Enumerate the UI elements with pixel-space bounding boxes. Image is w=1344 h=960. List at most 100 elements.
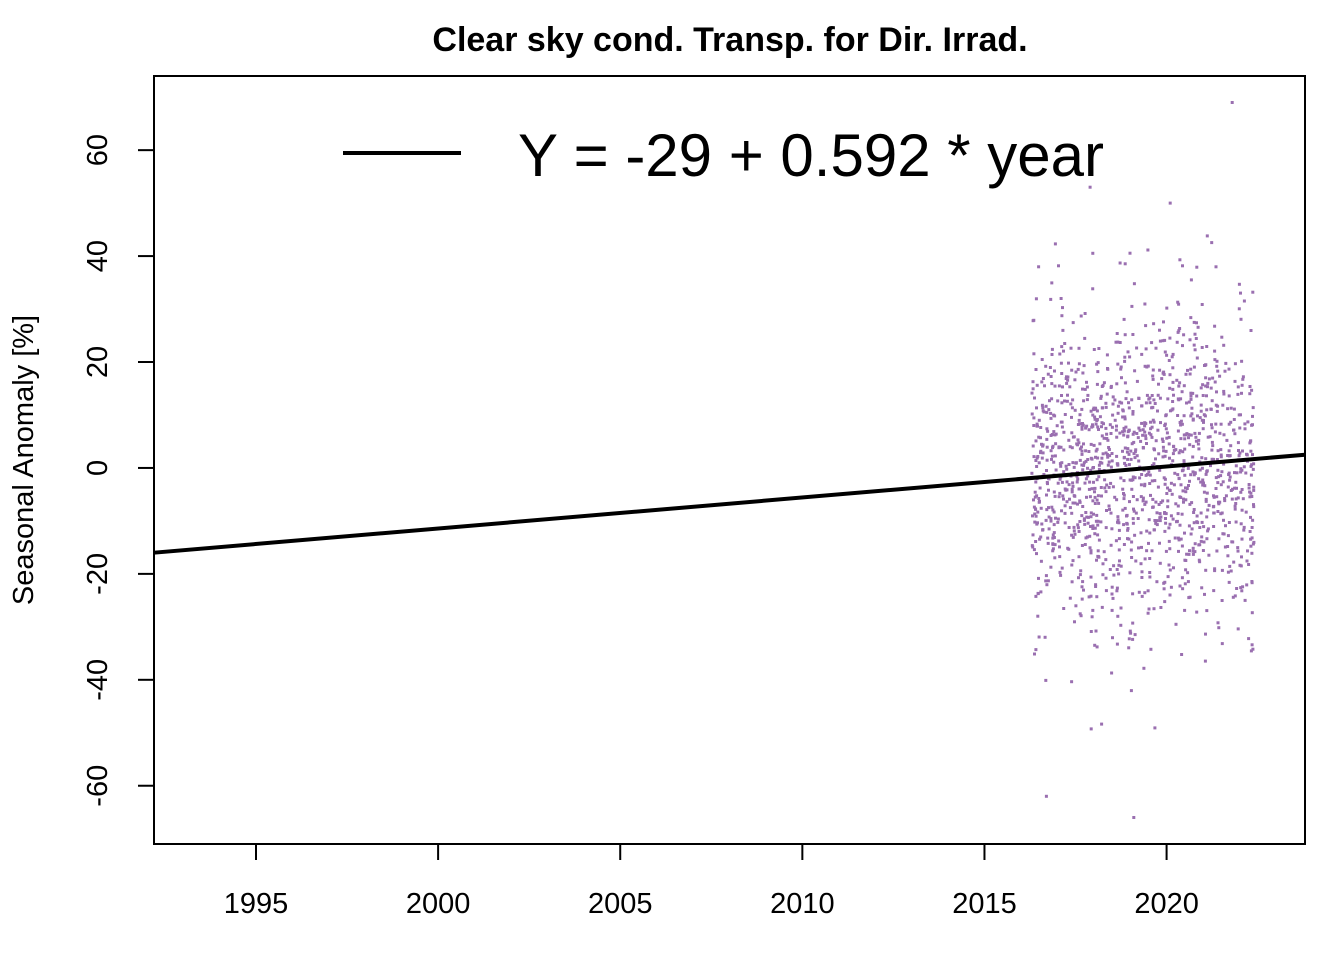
legend: Y = -29 + 0.592 * year [343, 122, 1104, 189]
data-point [1045, 493, 1048, 497]
data-point [1116, 340, 1120, 344]
data-point [1143, 430, 1147, 434]
data-point [1063, 521, 1067, 525]
data-point [1214, 265, 1218, 269]
data-point [1229, 444, 1233, 448]
y-tick-label: 40 [82, 240, 114, 272]
data-point [1070, 446, 1074, 450]
data-point [1249, 537, 1253, 541]
data-point [1065, 480, 1069, 484]
data-point [1081, 505, 1085, 508]
data-point [1133, 633, 1137, 637]
data-point [1203, 659, 1207, 663]
data-point [1171, 452, 1175, 456]
data-point [1032, 498, 1035, 502]
data-point [1244, 510, 1248, 514]
data-point [1222, 462, 1226, 466]
data-point [1230, 497, 1234, 501]
data-point [1035, 422, 1039, 426]
data-point [1058, 545, 1061, 549]
data-point [1031, 319, 1035, 323]
data-point [1036, 510, 1040, 514]
data-point [1030, 391, 1034, 395]
data-point [1228, 475, 1232, 479]
data-point [1094, 583, 1098, 587]
data-point [1193, 332, 1197, 336]
data-point [1086, 515, 1090, 519]
x-axis: 1995 2000 2005 2010 2015 2020 [224, 843, 1199, 920]
data-point [1168, 336, 1172, 340]
data-point [1164, 549, 1168, 553]
data-point [1176, 300, 1180, 304]
data-point [1148, 482, 1152, 485]
data-point [1052, 531, 1056, 535]
data-point [1045, 437, 1049, 441]
data-point [1247, 563, 1251, 566]
data-point [1085, 398, 1089, 402]
data-point [1062, 497, 1065, 501]
data-point [1211, 505, 1215, 509]
data-point [1239, 317, 1243, 321]
data-point [1168, 568, 1172, 572]
data-point [1031, 514, 1034, 518]
data-point [1233, 507, 1237, 511]
data-point [1126, 528, 1130, 532]
data-point [1088, 546, 1092, 550]
data-point [1053, 494, 1057, 498]
data-point [1062, 448, 1066, 452]
data-point [1121, 409, 1125, 413]
data-point [1216, 449, 1220, 453]
data-point [1233, 379, 1237, 383]
data-point [1047, 527, 1051, 531]
data-point [1227, 521, 1231, 524]
data-point [1107, 448, 1111, 451]
data-point [1100, 425, 1103, 429]
y-tick-label: 0 [82, 460, 114, 476]
data-point [1127, 406, 1131, 410]
data-point [1177, 329, 1181, 333]
data-point [1037, 461, 1041, 465]
data-point [1128, 500, 1131, 504]
data-point [1067, 547, 1071, 551]
data-point [1191, 552, 1195, 556]
data-point [1087, 487, 1091, 491]
data-point [1091, 524, 1095, 528]
data-point [1245, 583, 1249, 587]
data-point [1234, 464, 1238, 468]
data-point [1095, 418, 1099, 421]
data-point [1205, 408, 1209, 412]
data-point [1052, 536, 1056, 539]
data-point [1144, 347, 1148, 351]
data-point [1150, 341, 1154, 345]
data-point [1152, 322, 1156, 326]
data-point [1057, 264, 1060, 268]
data-point [1058, 491, 1062, 495]
data-point [1131, 637, 1135, 641]
data-point [1134, 559, 1138, 563]
data-point [1097, 467, 1101, 471]
data-point [1080, 425, 1084, 429]
data-point [1050, 281, 1054, 285]
data-point [1157, 382, 1160, 386]
data-point [1212, 525, 1216, 528]
data-point [1143, 302, 1147, 306]
data-point [1111, 636, 1114, 640]
data-point [1122, 426, 1126, 430]
data-point [1143, 502, 1147, 506]
data-point [1146, 589, 1150, 593]
data-point [1105, 483, 1109, 487]
data-point [1111, 402, 1115, 406]
data-point [1060, 345, 1064, 349]
data-point [1104, 490, 1108, 494]
data-point [1133, 369, 1137, 373]
data-point [1091, 499, 1095, 503]
data-point [1174, 448, 1178, 452]
data-point [1097, 347, 1101, 350]
data-point [1242, 299, 1246, 303]
data-point [1227, 471, 1231, 475]
data-point [1158, 339, 1162, 343]
data-point [1183, 473, 1187, 477]
data-point [1079, 614, 1083, 618]
data-point [1196, 414, 1199, 418]
data-point [1144, 324, 1148, 328]
